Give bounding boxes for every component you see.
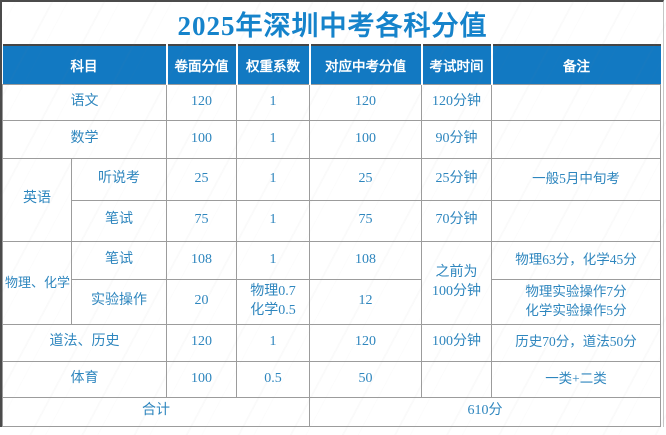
header-midterm-score: 对应中考分值: [308, 45, 422, 85]
cell-pc-written-score: 108: [309, 240, 422, 280]
score-table: 科目 卷面分值 权重系数 对应中考分值 考试时间 备注 语文 120 1 120…: [2, 44, 661, 427]
cell-total-value: 610分: [309, 396, 661, 427]
header-subject: 科目: [2, 45, 167, 85]
cell-morality-paper: 120: [166, 323, 237, 362]
header-weight: 权重系数: [235, 45, 310, 85]
cell-chinese-subject: 语文: [2, 83, 167, 121]
title-row: 2025年深圳中考各科分值: [2, 2, 663, 44]
cell-morality-score: 120: [309, 323, 422, 362]
cell-chinese-score: 120: [309, 83, 422, 121]
cell-math-subject: 数学: [2, 119, 167, 159]
cell-pc-written-remark: 物理63分，化学45分: [491, 240, 661, 280]
cell-en-written-remark: [491, 199, 661, 242]
cell-pe-score: 50: [309, 360, 422, 398]
cell-listening-paper: 25: [166, 157, 237, 201]
cell-chinese-remark: [491, 83, 661, 121]
cell-morality-subject: 道法、历史: [2, 323, 167, 362]
cell-pe-paper: 100: [166, 360, 237, 398]
cell-practical-score: 12: [309, 278, 422, 325]
cell-pe-time: [421, 360, 492, 398]
cell-math-weight: 1: [236, 119, 310, 159]
row-physchem-practical: 实验操作 20 物理0.7 化学0.5 12 物理实验操作7分 化学实验操作5分: [3, 278, 661, 325]
cell-practical-weight: 物理0.7 化学0.5: [236, 278, 310, 325]
row-pe: 体育 100 0.5 50 一类+二类: [2, 360, 661, 398]
cell-en-written-score: 75: [309, 199, 422, 242]
cell-practical-remark: 物理实验操作7分 化学实验操作5分: [491, 278, 661, 325]
row-english-written: 笔试 75 1 75 70分钟: [3, 199, 661, 242]
cell-morality-remark: 历史70分，道法50分: [491, 323, 661, 362]
cell-listening-remark: 一般5月中旬考: [491, 157, 661, 201]
cell-en-written-paper: 75: [166, 199, 237, 242]
cell-listening-subject: 听说考: [71, 157, 167, 201]
cell-math-paper: 100: [166, 119, 237, 159]
row-math: 数学 100 1 100 90分钟: [2, 119, 661, 159]
cell-physchem-group: 物理、化学: [2, 240, 72, 325]
cell-listening-score: 25: [309, 157, 422, 201]
cell-pc-written-paper: 108: [166, 240, 237, 280]
table-header-row: 科目 卷面分值 权重系数 对应中考分值 考试时间 备注: [2, 45, 661, 85]
row-english-listening: 英语 听说考 25 1 25 25分钟 一般5月中旬考: [2, 157, 661, 242]
score-sheet: 2025年深圳中考各科分值 科目 卷面分值 权重系数 对应中考分值 考试时间 备…: [0, 0, 664, 427]
cell-math-score: 100: [309, 119, 422, 159]
cell-practical-subject: 实验操作: [71, 278, 167, 325]
cell-math-remark: [491, 119, 661, 159]
header-exam-time: 考试时间: [420, 45, 492, 85]
cell-pe-weight: 0.5: [236, 360, 310, 398]
cell-listening-time: 25分钟: [421, 157, 492, 201]
cell-morality-time: 100分钟: [421, 323, 492, 362]
cell-pe-remark: 一类+二类: [491, 360, 661, 398]
row-total: 合计 610分: [2, 396, 661, 427]
cell-pc-written-weight: 1: [236, 240, 310, 280]
cell-pe-subject: 体育: [2, 360, 167, 398]
cell-chinese-paper: 120: [166, 83, 237, 121]
cell-pc-written-subject: 笔试: [71, 240, 167, 280]
cell-morality-weight: 1: [236, 323, 310, 362]
row-physchem-written: 物理、化学 笔试 108 1 108 之前为 100分钟 物理63分，化学45分: [2, 240, 661, 325]
cell-english-group: 英语: [2, 157, 72, 242]
cell-chinese-weight: 1: [236, 83, 310, 121]
cell-en-written-subject: 笔试: [71, 199, 167, 242]
cell-physchem-time: 之前为 100分钟: [421, 240, 492, 325]
cell-en-written-time: 70分钟: [421, 199, 492, 242]
header-remark: 备注: [490, 45, 661, 85]
cell-math-time: 90分钟: [421, 119, 492, 159]
cell-chinese-time: 120分钟: [421, 83, 492, 121]
cell-practical-paper: 20: [166, 278, 237, 325]
cell-total-label: 合计: [2, 396, 310, 427]
row-morality-history: 道法、历史 120 1 120 100分钟 历史70分，道法50分: [2, 323, 661, 362]
cell-listening-weight: 1: [236, 157, 310, 201]
header-paper-score: 卷面分值: [165, 45, 237, 85]
page-title: 2025年深圳中考各科分值: [177, 10, 488, 41]
row-chinese: 语文 120 1 120 120分钟: [2, 83, 661, 121]
cell-en-written-weight: 1: [236, 199, 310, 242]
